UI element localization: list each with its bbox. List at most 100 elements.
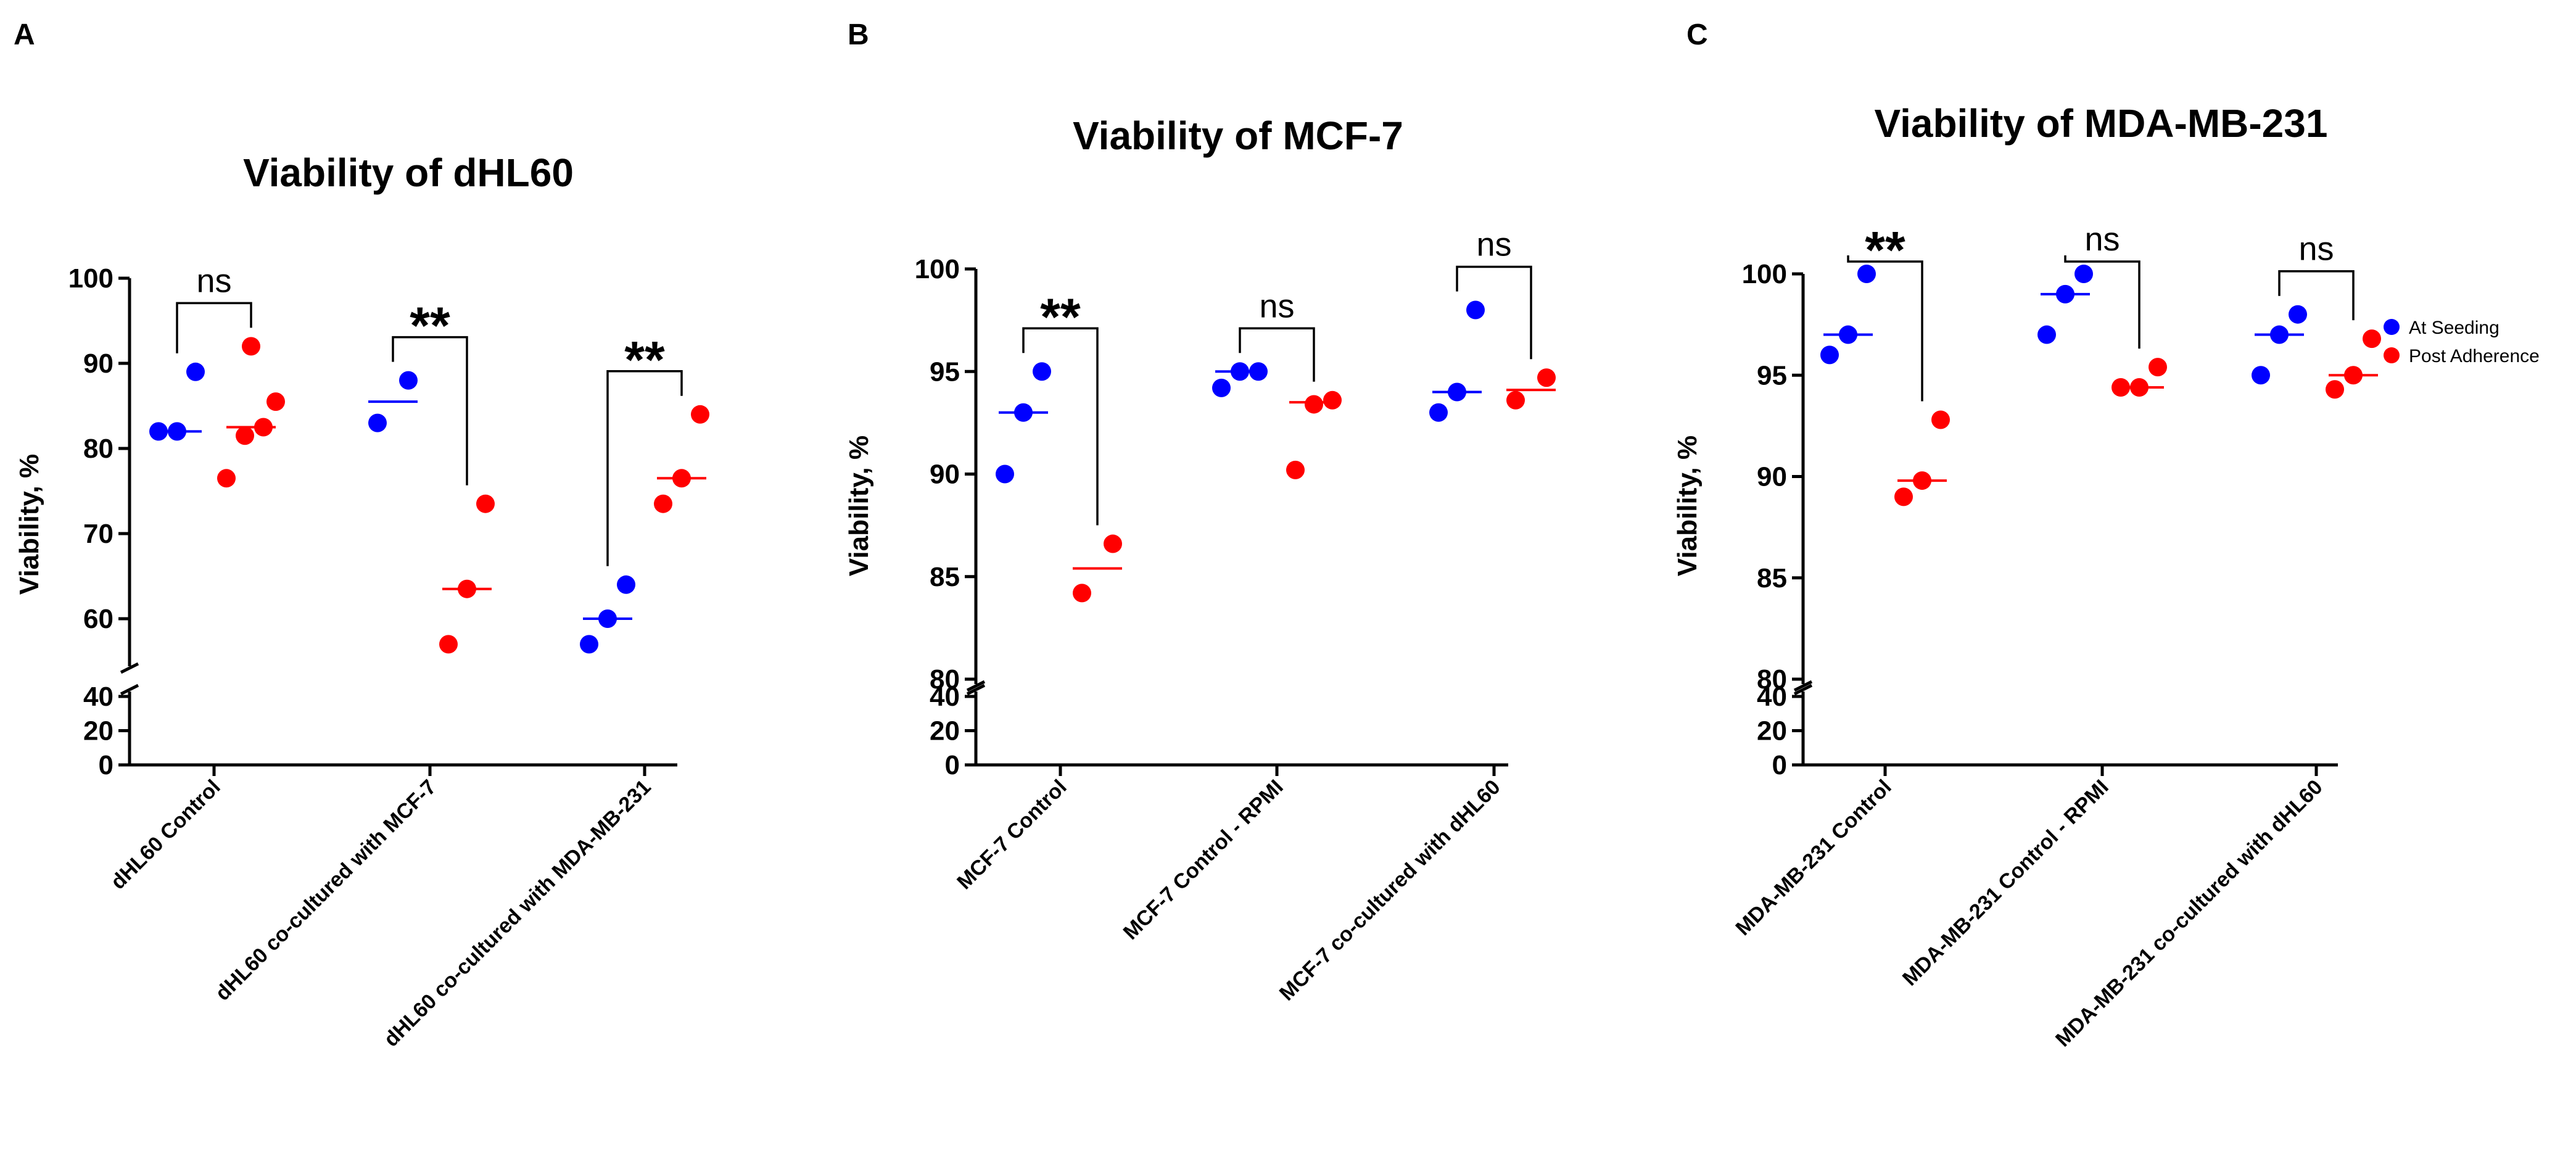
data-point	[439, 635, 458, 654]
y-tick-label: 90	[83, 349, 114, 379]
significance-bracket	[176, 302, 252, 353]
y-axis-label: Viability, %	[1672, 436, 1703, 576]
legend-label: Post Adherence	[2409, 346, 2540, 366]
data-point	[476, 494, 495, 513]
chart-title: Viability of MCF-7	[1073, 114, 1403, 158]
data-point	[2252, 366, 2270, 385]
y-tick-label: 20	[83, 716, 114, 746]
y-tick-label: 20	[930, 716, 960, 746]
significance-label: **	[1040, 287, 1081, 345]
y-tick-label: 90	[930, 460, 960, 490]
significance-bracket	[392, 336, 468, 485]
y-tick-label: 80	[83, 434, 114, 464]
data-point	[1894, 487, 1913, 506]
axis-break-mark-upper	[1793, 680, 1813, 692]
y-tick-label: 100	[915, 254, 960, 284]
significance-label: ns	[196, 262, 231, 299]
axis-break-mark-lower	[120, 683, 139, 696]
data-point	[580, 635, 598, 654]
data-point	[217, 469, 236, 488]
y-tick-label: 0	[1772, 750, 1787, 780]
data-point	[2149, 358, 2167, 377]
y-tick-label: 95	[1757, 360, 1787, 390]
y-tick-label: 85	[1757, 563, 1787, 593]
data-point	[2326, 380, 2344, 399]
y-tick-label: 90	[1757, 462, 1787, 492]
data-point	[242, 337, 260, 356]
data-point	[1537, 368, 1556, 387]
panel-A: A Viability of dHL60 Viability, % 60 70 80 90 1…	[14, 19, 709, 1051]
significance-bracket	[2064, 255, 2140, 349]
y-tick-label: 0	[99, 750, 114, 780]
y-tick-label: 80	[1757, 664, 1787, 695]
data-point	[1466, 300, 1485, 320]
significance-label: ns	[1259, 287, 1294, 324]
x-tick-label: MCF-7 Control	[952, 775, 1071, 894]
data-point	[236, 426, 254, 445]
significance-bracket	[1456, 265, 1532, 360]
data-point	[1033, 362, 1051, 381]
data-point	[266, 392, 285, 411]
legend-marker	[2384, 319, 2400, 335]
significance-label: ns	[1476, 226, 1511, 263]
y-tick-label: 40	[930, 682, 960, 712]
panels-group: A Viability of dHL60 Viability, % 60 70 80 90 1…	[14, 19, 2381, 1051]
y-tick-label: 40	[83, 682, 114, 712]
significance-bracket	[1239, 327, 1315, 382]
legend-marker	[2384, 347, 2400, 363]
data-point	[617, 575, 635, 594]
data-point	[368, 413, 387, 432]
significance-label: **	[410, 297, 450, 355]
significance-label: ns	[2298, 231, 2334, 268]
significance-bracket	[2278, 270, 2355, 321]
panel-letter: C	[1686, 19, 1708, 51]
y-tick-label: 100	[1742, 259, 1787, 289]
y-tick-label: 85	[930, 562, 960, 592]
data-point	[654, 494, 672, 513]
significance-label: ns	[2084, 221, 2120, 258]
data-point	[1820, 345, 1839, 365]
x-tick-label: MDA-MB-231 co-cultured with dHL60	[2051, 775, 2327, 1052]
data-point	[186, 362, 205, 381]
significance-bracket	[1847, 255, 1923, 402]
chart-title: Viability of dHL60	[243, 151, 574, 195]
axis-break-mark-lower	[1793, 683, 1813, 696]
data-point	[1104, 534, 1122, 553]
y-tick-label: 40	[1757, 682, 1787, 712]
x-tick-label: MDA-MB-231 Control - RPMI	[1898, 775, 2113, 991]
legend-label: At Seeding	[2409, 318, 2500, 338]
significance-bracket	[1022, 327, 1099, 526]
data-point	[2289, 305, 2307, 324]
panel-letter: A	[14, 19, 35, 51]
panel-C: C Viability of MDA-MB-231 Viability, % 80 85…	[1672, 19, 2381, 1051]
data-point	[1212, 378, 1231, 397]
data-point	[1506, 390, 1525, 410]
panel-B: B Viability of MCF-7 Viability, % 80 85 90 95 1…	[844, 19, 1556, 1005]
x-tick-label: dHL60 co-cultured with MCF-7	[211, 775, 441, 1005]
axis-break-mark-upper	[120, 662, 139, 674]
data-point	[691, 405, 709, 424]
data-point	[1931, 410, 1950, 429]
y-axis-label: Viability, %	[844, 436, 874, 576]
axis-break-mark-lower	[966, 683, 986, 696]
y-tick-label: 100	[68, 263, 114, 294]
significance-label: **	[1865, 221, 1905, 279]
y-tick-label: 80	[930, 664, 960, 695]
chart-title: Viability of MDA-MB-231	[1875, 101, 2328, 146]
data-point	[1305, 395, 1323, 414]
legend: At Seeding Post Adherence	[2384, 318, 2540, 366]
y-axis-label: Viability, %	[14, 454, 44, 595]
data-point	[996, 464, 1014, 484]
data-point	[2037, 325, 2056, 344]
panel-letter: B	[848, 19, 869, 51]
y-tick-label: 70	[83, 519, 114, 549]
data-point	[1323, 390, 1342, 410]
axis-break-mark-upper	[966, 680, 986, 692]
y-tick-label: 0	[945, 750, 960, 780]
x-tick-label: MCF-7 Control - RPMI	[1119, 775, 1288, 944]
data-point	[2363, 329, 2381, 349]
y-tick-label: 20	[1757, 716, 1787, 746]
significance-label: **	[624, 331, 665, 389]
y-tick-label: 95	[930, 357, 960, 387]
